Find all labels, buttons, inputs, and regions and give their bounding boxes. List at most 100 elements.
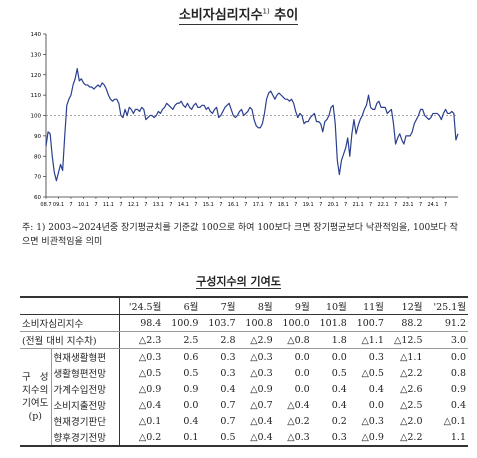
y-tick-label: 60 xyxy=(34,195,41,201)
y-tick-label: 120 xyxy=(31,73,42,79)
x-tick-label: 7 xyxy=(144,202,147,208)
cell: 0.4 xyxy=(183,415,199,427)
x-tick-label: 14.1 xyxy=(178,202,189,208)
cell: 100.9 xyxy=(163,314,201,332)
table-row: 가계수입전망 △0.9 0.9 0.4 △0.9 0.0 0.4 0.4 △2.6 0.9 xyxy=(20,381,468,397)
cell: 0.3 xyxy=(368,351,384,363)
x-tick-label: 12.1 xyxy=(128,202,139,208)
cell: 0.0 xyxy=(294,351,310,363)
header-cell: '25.1월 xyxy=(433,302,466,313)
row-label: (전월 대비 지수차) xyxy=(20,331,120,349)
cell: 100.0 xyxy=(274,314,312,332)
group-label-line: (p) xyxy=(28,411,43,422)
x-tick-label: 7 xyxy=(294,202,297,208)
cell: △2.2 xyxy=(400,367,423,379)
group-label-line: 지수의 xyxy=(22,385,49,396)
group-label-line: 기여도 xyxy=(22,398,49,409)
x-tick-label: 09.1 xyxy=(53,202,64,208)
cell: 1.1 xyxy=(424,429,468,447)
x-tick-label: 7 xyxy=(319,202,322,208)
table-row: 소비지출전망 △0.4 0.0 0.7 △0.7 △0.4 0.4 0.0 △2.5 0.4 xyxy=(20,397,468,413)
x-tick-label: 15.1 xyxy=(203,202,214,208)
x-tick-label: 7 xyxy=(244,202,247,208)
cell: 100.8 xyxy=(237,314,275,332)
x-tick-label: 13.1 xyxy=(153,202,164,208)
x-tick-label: 11.1 xyxy=(103,202,114,208)
x-tick-label: 18.1 xyxy=(278,202,289,208)
x-tick-label: 22.1 xyxy=(378,202,389,208)
cell: 0.4 xyxy=(331,383,347,395)
header-row: '24.5월 6월 7월 8월 9월 10월 11월 12월 '25.1월 xyxy=(20,297,468,315)
cell: 98.4 xyxy=(119,314,164,332)
cell: 0.8 xyxy=(450,367,466,379)
row-label: 가계수입전망 xyxy=(51,381,120,397)
cell: 0.7 xyxy=(220,399,236,411)
cell: △0.1 xyxy=(138,415,162,427)
cell: △0.5 xyxy=(138,367,162,379)
x-tick-label: 08.7 xyxy=(40,202,51,208)
x-tick-label: 7 xyxy=(344,202,347,208)
x-tick-label: 16.1 xyxy=(228,202,239,208)
cell: 0.9 xyxy=(450,383,466,395)
x-tick-label: 7 xyxy=(394,202,397,208)
table-row: 현재경기판단 △0.1 0.4 0.7 △0.4 △0.2 0.2 △0.3 △2.0 △0.1 xyxy=(20,413,468,429)
cell: 0.4 xyxy=(331,399,347,411)
cell: 0.4 xyxy=(368,383,384,395)
table-row: 소비자심리지수 98.4 100.9 103.7 100.8 100.0 101.8 100.… xyxy=(20,314,468,332)
cell: 0.0 xyxy=(294,383,310,395)
row-label: 소비자심리지수 xyxy=(20,314,120,332)
cell: △0.7 xyxy=(250,399,273,411)
cell: 0.0 xyxy=(183,399,199,411)
table-title-text: 구성지수의 기여도 xyxy=(196,275,281,289)
x-tick-label: 7 xyxy=(119,202,122,208)
cell: △0.9 xyxy=(348,429,386,447)
cell: 0.0 xyxy=(331,351,347,363)
cell: 0.2 xyxy=(331,415,347,427)
title-text: 소비자심리지수 xyxy=(178,8,263,23)
y-tick-label: 80 xyxy=(34,154,41,160)
cell: △0.3 xyxy=(138,351,162,363)
cell: △1.1 xyxy=(400,351,423,363)
cell: △2.5 xyxy=(400,399,423,411)
header-cell: 6월 xyxy=(183,302,199,313)
row-label: 생활형편전망 xyxy=(51,365,120,381)
cell: △1.1 xyxy=(348,331,386,349)
x-tick-label: 7 xyxy=(194,202,197,208)
table: '24.5월 6월 7월 8월 9월 10월 11월 12월 '25.1월 소비자심리지수 98.… xyxy=(20,296,468,447)
x-tick-label: 7 xyxy=(269,202,272,208)
note-text: 1) 2003~2024년중 장기평균치를 기준값 100으로 하여 100보다… xyxy=(22,223,458,247)
x-tick-label: 10.1 xyxy=(78,202,89,208)
header-cell: 8월 xyxy=(257,302,273,313)
x-tick-label: 7 xyxy=(219,202,222,208)
cell: △0.2 xyxy=(287,415,310,427)
table-body: 소비자심리지수 98.4 100.9 103.7 100.8 100.0 101.8 100.… xyxy=(20,314,468,447)
row-label: 향후경기전망 xyxy=(51,429,120,447)
y-tick-label: 100 xyxy=(31,114,42,120)
header-cell: 11월 xyxy=(363,302,384,313)
cell: 0.5 xyxy=(183,367,199,379)
x-tick-label: 7 xyxy=(419,202,422,208)
cell: 0.0 xyxy=(294,367,310,379)
cell: △0.1 xyxy=(443,415,466,427)
cell: 103.7 xyxy=(200,314,238,332)
chart-title: 소비자심리지수1) 추이 xyxy=(0,4,477,25)
cell: 1.8 xyxy=(311,331,349,349)
cell: 101.8 xyxy=(311,314,349,332)
note-label: 주: xyxy=(22,223,34,233)
cell: △0.3 xyxy=(274,429,312,447)
cell: 0.3 xyxy=(220,351,236,363)
x-tick-label: 17.1 xyxy=(253,202,264,208)
cell: △2.3 xyxy=(119,331,164,349)
cell: △0.8 xyxy=(274,331,312,349)
table-row: 구 성 지수의 기여도 (p) 현재생활형편 △0.3 0.6 0.3 △0.3 0.0 0.0 0.… xyxy=(20,348,468,447)
cell: △2.6 xyxy=(400,383,423,395)
header-cell: 7월 xyxy=(220,302,236,313)
x-tick-label: 7 xyxy=(94,202,97,208)
row-label: 소비지출전망 xyxy=(51,397,120,413)
cell: △0.5 xyxy=(361,367,384,379)
x-tick-label: 24.1 xyxy=(427,202,438,208)
cell: 2.5 xyxy=(163,331,201,349)
cell: △0.9 xyxy=(250,383,273,395)
table-row: 향후경기전망 △0.2 0.1 0.5 △0.4 △0.3 0.3 △0.9 △2.2 1.1 xyxy=(20,429,468,447)
